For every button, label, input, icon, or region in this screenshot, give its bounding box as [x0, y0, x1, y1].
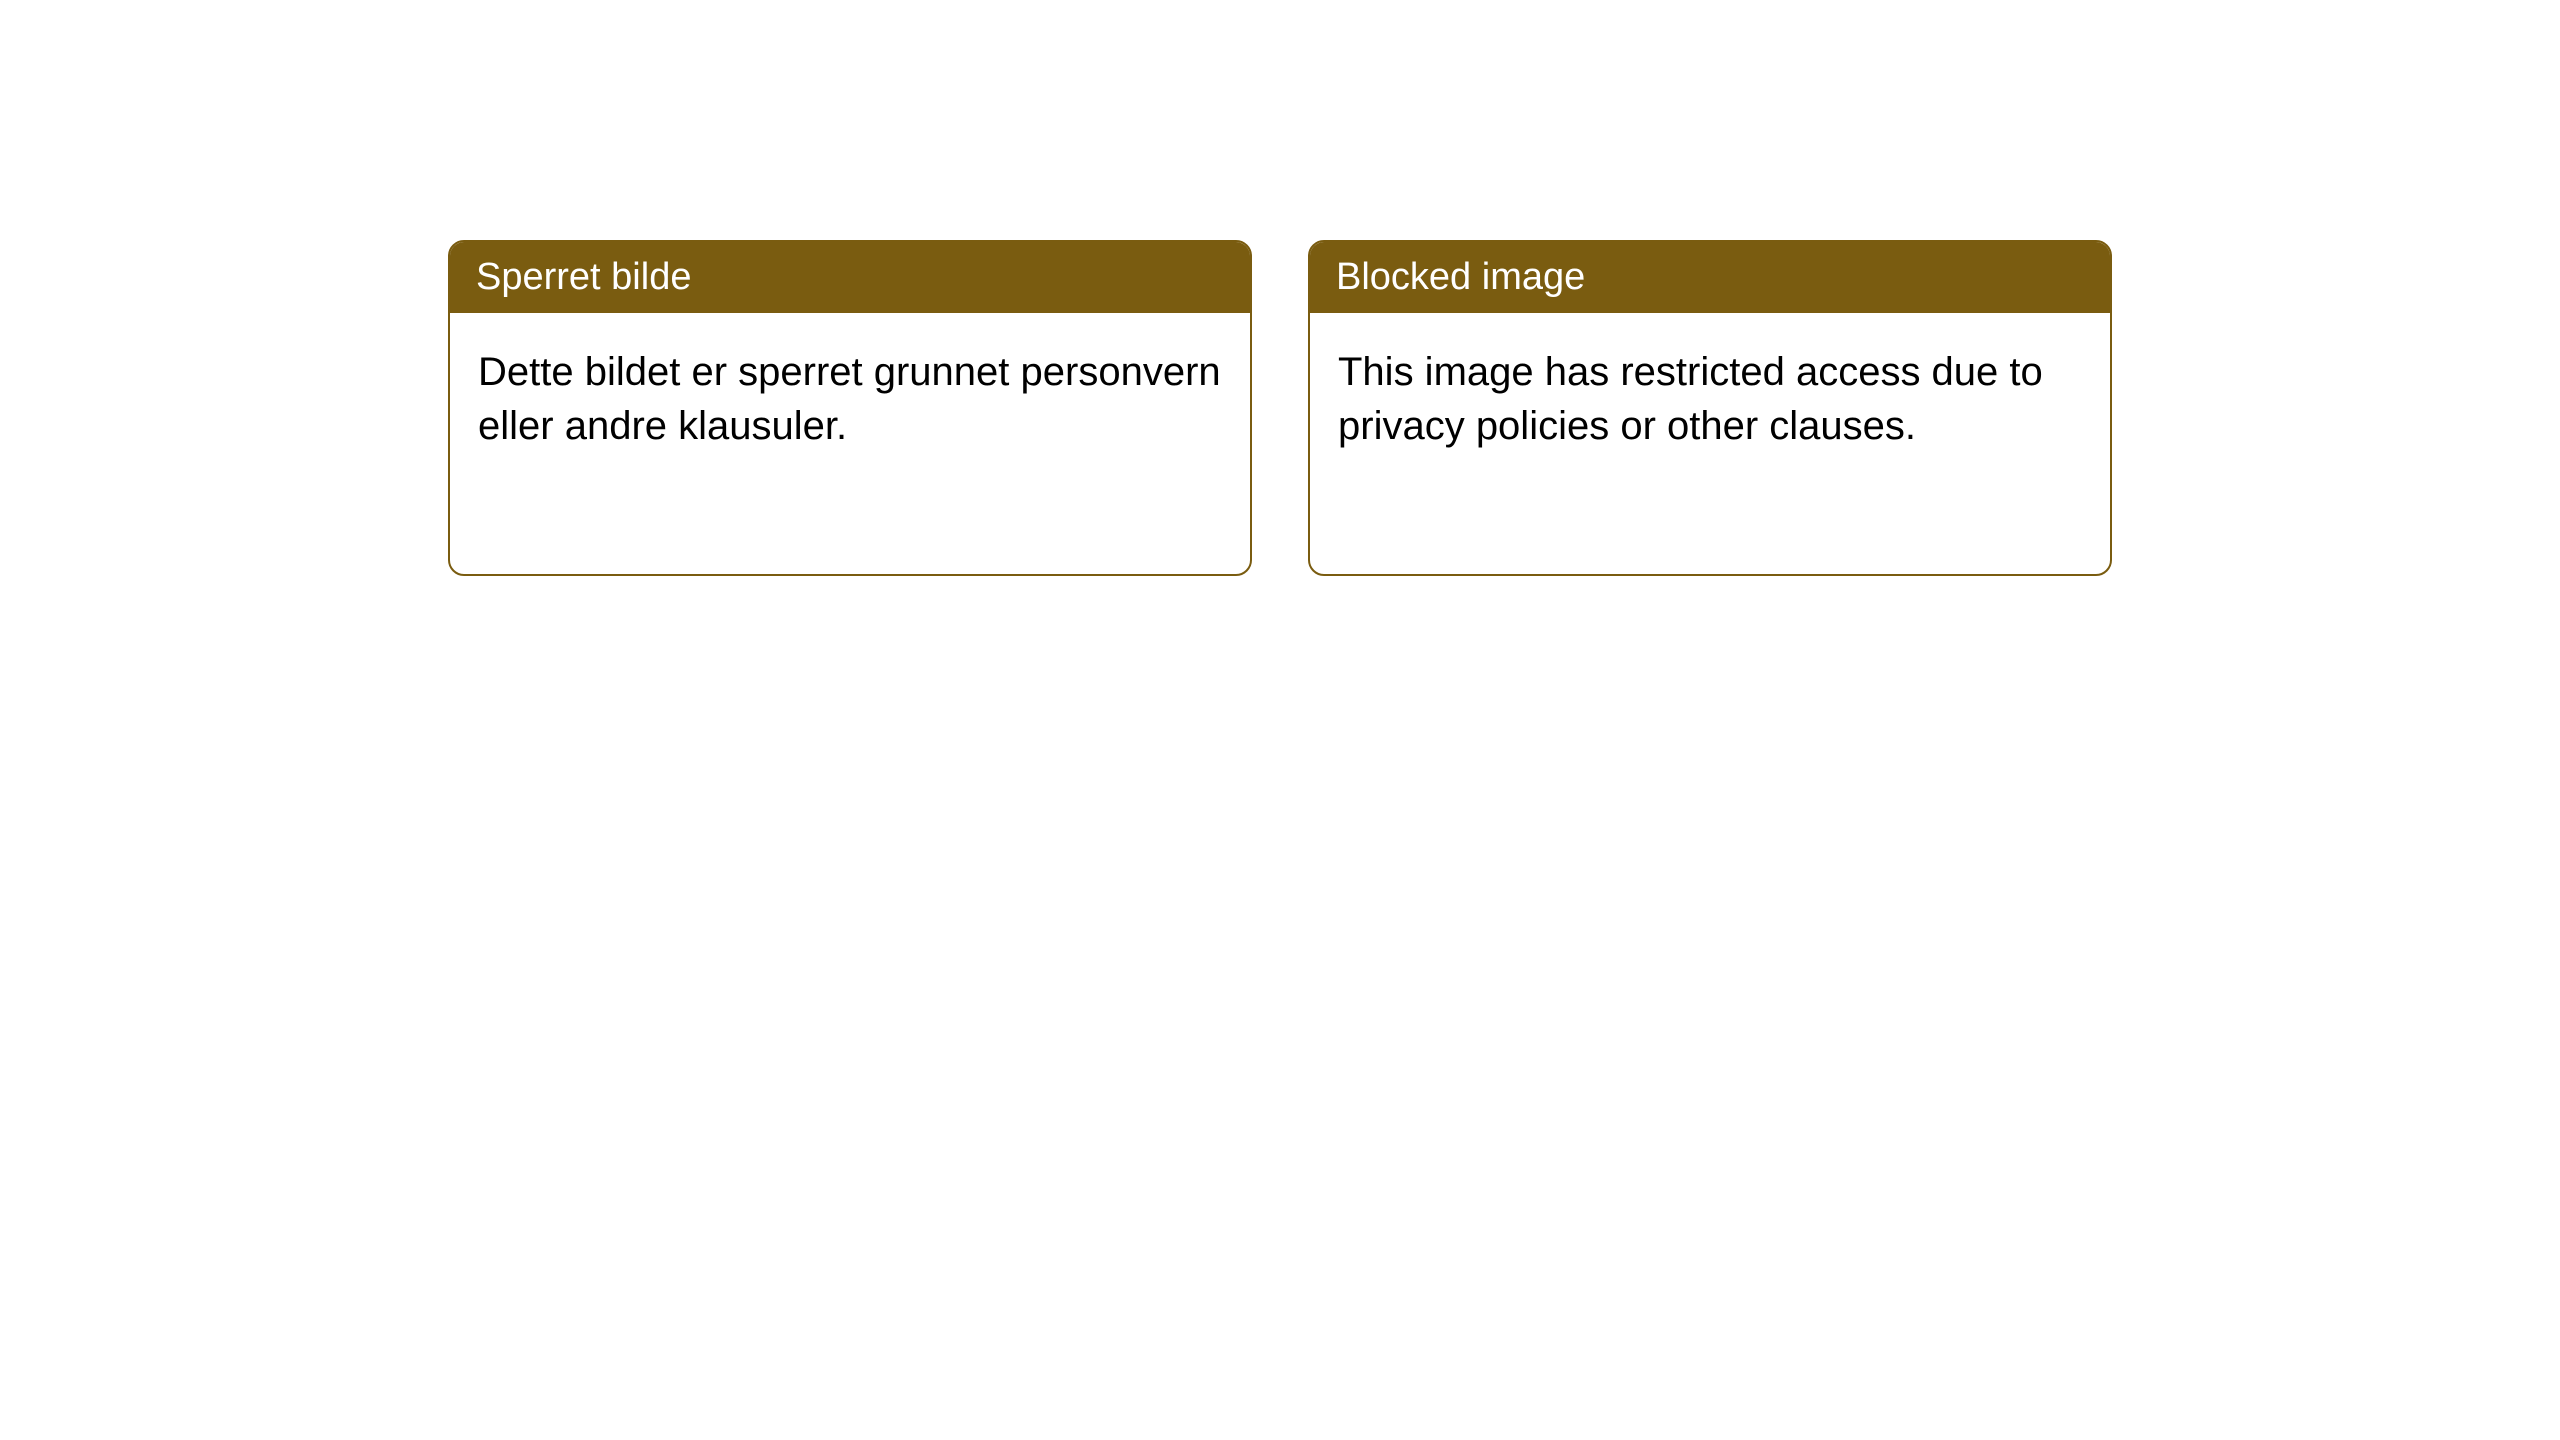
card-header-en: Blocked image [1310, 242, 2110, 313]
card-body-no: Dette bildet er sperret grunnet personve… [450, 313, 1250, 574]
card-header-no: Sperret bilde [450, 242, 1250, 313]
blocked-image-card-en: Blocked image This image has restricted … [1308, 240, 2112, 576]
notice-container: Sperret bilde Dette bildet er sperret gr… [0, 0, 2560, 816]
blocked-image-card-no: Sperret bilde Dette bildet er sperret gr… [448, 240, 1252, 576]
card-body-en: This image has restricted access due to … [1310, 313, 2110, 574]
